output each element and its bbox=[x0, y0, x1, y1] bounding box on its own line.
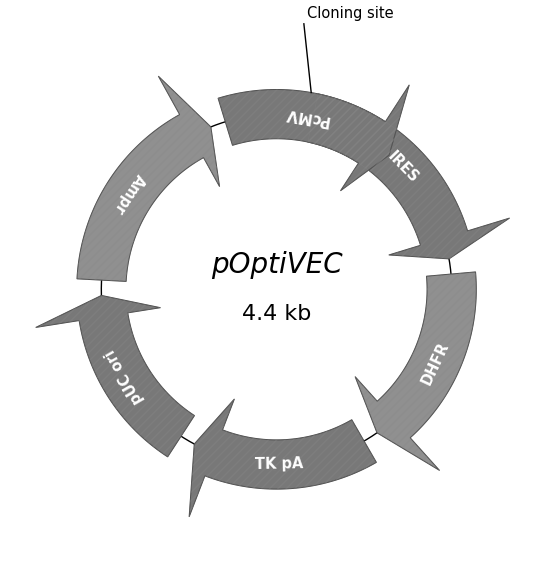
Polygon shape bbox=[36, 296, 195, 457]
Text: IRES: IRES bbox=[384, 149, 421, 186]
Text: TK pA: TK pA bbox=[255, 457, 304, 473]
Text: Cloning site: Cloning site bbox=[306, 6, 393, 21]
Polygon shape bbox=[218, 85, 409, 191]
Polygon shape bbox=[355, 272, 476, 470]
Polygon shape bbox=[189, 399, 377, 517]
Text: 4.4 kb: 4.4 kb bbox=[242, 304, 311, 324]
Text: Ampr: Ampr bbox=[111, 171, 148, 217]
Text: PcMV: PcMV bbox=[283, 105, 331, 128]
Polygon shape bbox=[77, 76, 220, 281]
Polygon shape bbox=[308, 94, 510, 259]
Text: pUC ori: pUC ori bbox=[103, 347, 147, 407]
Text: pOptiVEC: pOptiVEC bbox=[211, 251, 342, 279]
Text: DHFR: DHFR bbox=[419, 339, 452, 387]
